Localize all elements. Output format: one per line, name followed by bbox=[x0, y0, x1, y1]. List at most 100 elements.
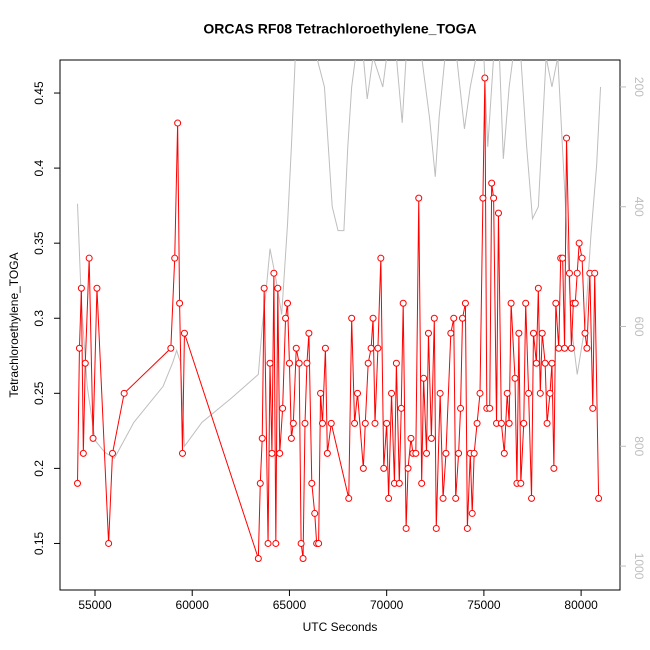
data-point bbox=[436, 389, 444, 397]
data-point bbox=[369, 314, 377, 322]
data-point bbox=[295, 359, 303, 367]
data-point bbox=[461, 299, 469, 307]
data-point bbox=[522, 299, 530, 307]
data-point bbox=[470, 449, 478, 457]
data-point bbox=[534, 284, 542, 292]
y2-tick-label: 1000 bbox=[632, 553, 646, 580]
y-axis-label: Tetrachloroethylene_TOGA bbox=[7, 252, 21, 397]
data-point bbox=[319, 419, 326, 427]
data-point bbox=[525, 389, 533, 397]
data-point bbox=[371, 419, 379, 427]
data-point bbox=[354, 389, 361, 397]
data-point bbox=[89, 434, 97, 442]
x-tick-label: 60000 bbox=[176, 598, 210, 612]
data-point bbox=[468, 509, 476, 517]
data-point bbox=[430, 314, 438, 322]
data-point bbox=[497, 419, 505, 427]
data-point bbox=[85, 254, 93, 262]
data-point bbox=[439, 494, 447, 502]
data-point bbox=[361, 419, 369, 427]
data-point bbox=[258, 434, 266, 442]
data-point bbox=[176, 299, 184, 307]
y-tick-label: 0.35 bbox=[32, 231, 46, 255]
data-point bbox=[367, 344, 375, 352]
data-point bbox=[364, 359, 372, 367]
data-point bbox=[490, 194, 498, 202]
chart-title: ORCAS RF08 Tetrachloroethylene_TOGA bbox=[203, 21, 476, 37]
data-point bbox=[546, 389, 554, 397]
data-point bbox=[270, 269, 278, 277]
data-point bbox=[272, 539, 280, 547]
data-point bbox=[494, 209, 502, 217]
data-point bbox=[323, 449, 331, 457]
data-point bbox=[399, 299, 407, 307]
data-point bbox=[541, 359, 549, 367]
data-point bbox=[327, 419, 335, 427]
data-point bbox=[447, 329, 455, 337]
data-point bbox=[500, 449, 508, 457]
data-point bbox=[424, 329, 432, 337]
data-point bbox=[503, 389, 511, 397]
data-point bbox=[171, 254, 179, 262]
x-tick-label: 55000 bbox=[78, 598, 112, 612]
data-point bbox=[511, 374, 519, 382]
data-point bbox=[567, 344, 575, 352]
data-point bbox=[575, 239, 583, 247]
data-point bbox=[418, 479, 426, 487]
plot-frame bbox=[59, 59, 621, 591]
data-point bbox=[517, 479, 525, 487]
data-point bbox=[583, 344, 591, 352]
y2-tick-label: 200 bbox=[632, 77, 646, 97]
data-point bbox=[77, 284, 85, 292]
data-point bbox=[515, 329, 523, 337]
data-point bbox=[374, 344, 382, 352]
data-point bbox=[109, 449, 116, 457]
data-point bbox=[457, 404, 465, 412]
data-point bbox=[105, 539, 113, 547]
data-point bbox=[550, 464, 558, 472]
data-point bbox=[284, 299, 291, 307]
data-point bbox=[505, 419, 513, 427]
data-point bbox=[120, 389, 128, 397]
data-point bbox=[573, 269, 581, 277]
data-point bbox=[321, 344, 329, 352]
data-point bbox=[404, 464, 412, 472]
data-point bbox=[450, 314, 458, 322]
data-point bbox=[543, 419, 551, 427]
data-point bbox=[563, 134, 571, 142]
data-point bbox=[383, 419, 391, 427]
y-tick-label: 0.2 bbox=[32, 460, 46, 477]
data-point bbox=[264, 539, 272, 547]
data-point bbox=[555, 344, 563, 352]
data-point bbox=[299, 554, 307, 562]
data-point bbox=[179, 449, 186, 457]
data-point bbox=[311, 509, 319, 517]
y2-tick-label: 600 bbox=[632, 316, 646, 336]
data-point bbox=[260, 284, 268, 292]
data-point bbox=[488, 179, 496, 187]
data-point bbox=[581, 329, 589, 337]
data-point bbox=[402, 524, 410, 532]
data-point bbox=[578, 254, 586, 262]
y2-tick-label: 800 bbox=[632, 436, 646, 456]
data-point bbox=[442, 449, 450, 457]
plot-area bbox=[74, 60, 603, 562]
data-point bbox=[266, 359, 274, 367]
data-point bbox=[75, 344, 83, 352]
data-point bbox=[308, 479, 316, 487]
data-point bbox=[289, 419, 297, 427]
data-point bbox=[303, 359, 311, 367]
data-point bbox=[180, 329, 188, 337]
data-point bbox=[287, 434, 295, 442]
data-point bbox=[561, 344, 569, 352]
data-point bbox=[174, 119, 182, 127]
y2-tick-label: 400 bbox=[632, 197, 646, 217]
data-point bbox=[528, 494, 536, 502]
data-point bbox=[297, 539, 305, 547]
x-axis-label: UTC Seconds bbox=[303, 620, 378, 634]
y-tick-label: 0.3 bbox=[32, 310, 46, 327]
data-point bbox=[427, 434, 435, 442]
x-tick-label: 65000 bbox=[273, 598, 307, 612]
data-point bbox=[565, 269, 573, 277]
